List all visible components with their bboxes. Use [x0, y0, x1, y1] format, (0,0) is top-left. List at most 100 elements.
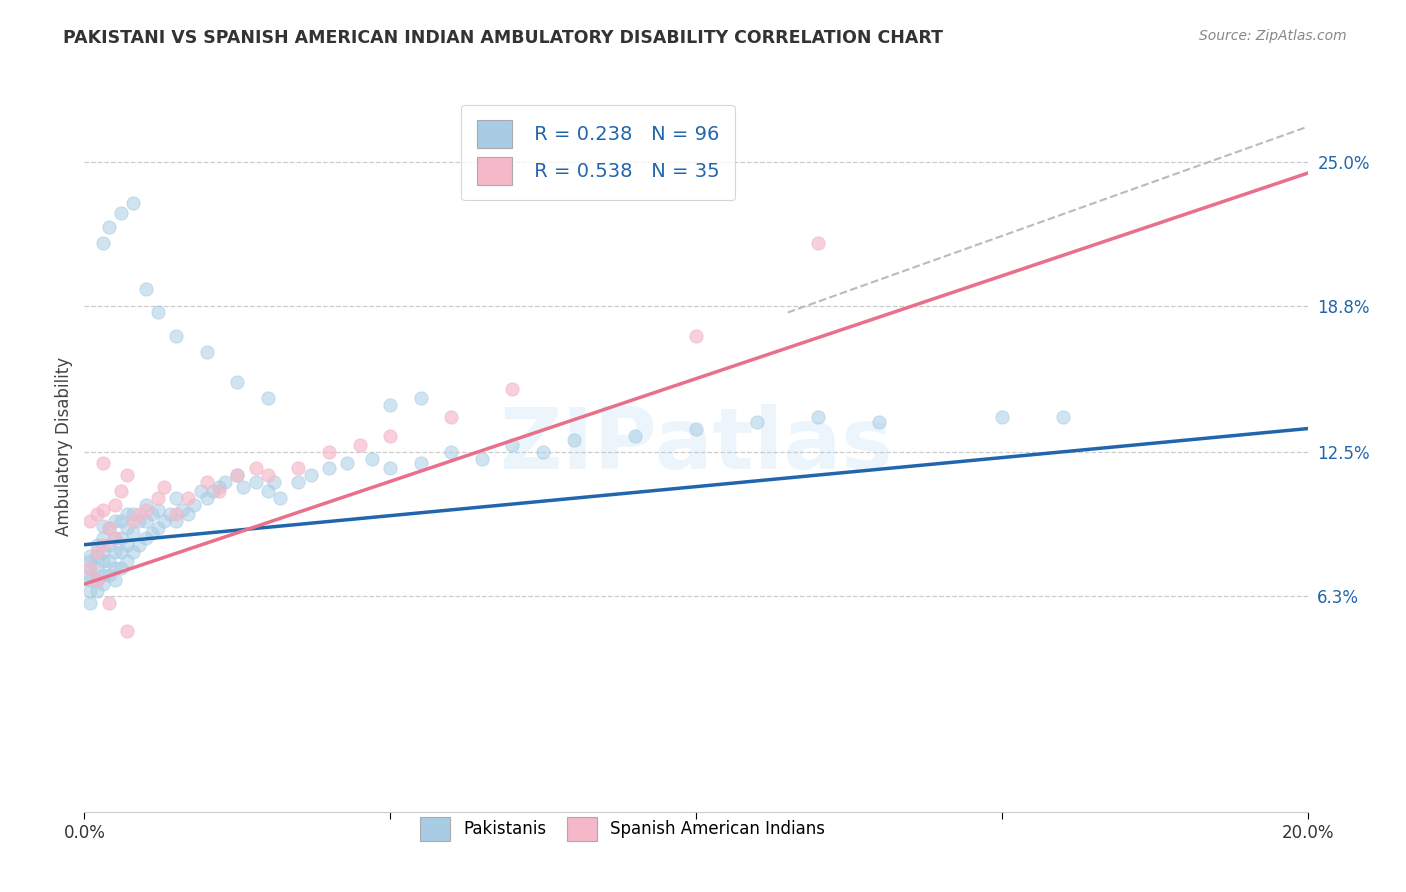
- Point: [153, 480, 176, 494]
- Point: [86, 561, 108, 575]
- Point: [110, 531, 132, 545]
- Point: [177, 491, 200, 506]
- Point: [91, 503, 114, 517]
- Point: [91, 538, 114, 552]
- Point: [471, 451, 494, 466]
- Point: [195, 475, 218, 489]
- Point: [226, 468, 249, 483]
- Point: [747, 415, 769, 429]
- Point: [86, 544, 108, 558]
- Point: [531, 445, 554, 459]
- Point: [97, 554, 120, 568]
- Point: [165, 491, 187, 506]
- Point: [165, 328, 187, 343]
- Point: [86, 573, 108, 587]
- Point: [349, 438, 371, 452]
- Point: [502, 382, 524, 396]
- Point: [91, 567, 114, 582]
- Point: [128, 515, 150, 529]
- Text: ZIPatlas: ZIPatlas: [499, 404, 893, 488]
- Point: [624, 428, 647, 442]
- Text: PAKISTANI VS SPANISH AMERICAN INDIAN AMBULATORY DISABILITY CORRELATION CHART: PAKISTANI VS SPANISH AMERICAN INDIAN AMB…: [63, 29, 943, 46]
- Point: [141, 526, 163, 541]
- Point: [807, 235, 830, 250]
- Point: [79, 567, 101, 582]
- Point: [299, 468, 322, 483]
- Point: [97, 596, 120, 610]
- Point: [165, 508, 187, 522]
- Point: [79, 573, 101, 587]
- Point: [380, 461, 402, 475]
- Point: [172, 503, 194, 517]
- Point: [141, 508, 163, 522]
- Point: [135, 282, 157, 296]
- Point: [115, 624, 138, 638]
- Point: [360, 451, 382, 466]
- Point: [110, 544, 132, 558]
- Point: [685, 328, 707, 343]
- Point: [135, 503, 157, 517]
- Point: [146, 491, 169, 506]
- Point: [97, 538, 120, 552]
- Y-axis label: Ambulatory Disability: Ambulatory Disability: [55, 357, 73, 535]
- Point: [91, 531, 114, 545]
- Point: [214, 475, 236, 489]
- Point: [269, 491, 291, 506]
- Point: [86, 584, 108, 599]
- Point: [165, 515, 187, 529]
- Point: [146, 305, 169, 319]
- Point: [91, 544, 114, 558]
- Point: [226, 468, 249, 483]
- Point: [208, 480, 231, 494]
- Point: [91, 577, 114, 591]
- Point: [245, 461, 267, 475]
- Point: [128, 538, 150, 552]
- Point: [79, 596, 101, 610]
- Point: [201, 484, 224, 499]
- Point: [122, 196, 145, 211]
- Point: [380, 428, 402, 442]
- Point: [1052, 409, 1074, 424]
- Point: [97, 521, 120, 535]
- Point: [115, 554, 138, 568]
- Point: [287, 461, 309, 475]
- Point: [91, 235, 114, 250]
- Point: [257, 392, 280, 406]
- Point: [122, 526, 145, 541]
- Point: [104, 515, 127, 529]
- Point: [502, 438, 524, 452]
- Point: [104, 573, 127, 587]
- Point: [159, 508, 181, 522]
- Point: [128, 508, 150, 522]
- Point: [79, 561, 101, 575]
- Point: [208, 484, 231, 499]
- Point: [86, 508, 108, 522]
- Point: [245, 475, 267, 489]
- Point: [991, 409, 1014, 424]
- Point: [104, 544, 127, 558]
- Point: [380, 398, 402, 412]
- Point: [97, 521, 120, 535]
- Point: [79, 515, 101, 529]
- Point: [562, 433, 585, 447]
- Point: [79, 584, 101, 599]
- Point: [110, 484, 132, 499]
- Point: [195, 491, 218, 506]
- Point: [685, 421, 707, 435]
- Point: [195, 345, 218, 359]
- Point: [91, 519, 114, 533]
- Point: [86, 573, 108, 587]
- Point: [115, 468, 138, 483]
- Point: [409, 392, 432, 406]
- Point: [153, 515, 176, 529]
- Point: [104, 561, 127, 575]
- Point: [336, 457, 359, 471]
- Legend: Pakistanis, Spanish American Indians: Pakistanis, Spanish American Indians: [413, 810, 831, 847]
- Point: [122, 515, 145, 529]
- Point: [97, 219, 120, 234]
- Point: [110, 205, 132, 219]
- Point: [257, 468, 280, 483]
- Point: [115, 508, 138, 522]
- Point: [263, 475, 285, 489]
- Point: [79, 554, 101, 568]
